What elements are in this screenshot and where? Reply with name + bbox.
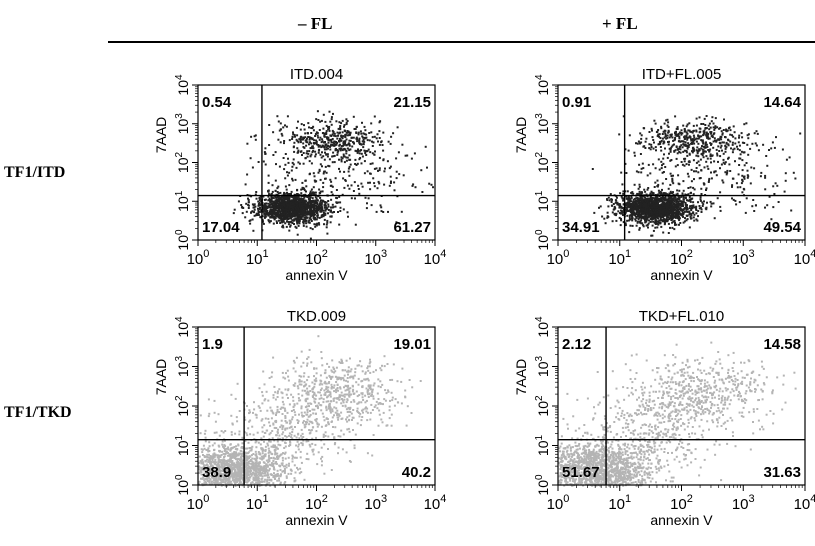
x-tick-label: 104 <box>794 248 815 268</box>
x-tick-label: 103 <box>732 493 755 513</box>
y-axis-label: 7AAD <box>153 117 169 154</box>
column-header-plus-fl: + FL <box>602 14 638 33</box>
y-tick-label: 104 <box>174 74 191 96</box>
x-tick-label: 102 <box>670 248 693 268</box>
y-tick-label: 101 <box>534 434 551 456</box>
x-tick-label: 101 <box>608 248 631 268</box>
x-tick-label: 104 <box>794 493 815 513</box>
quadrant-upper-left-value: 1.9 <box>202 336 223 353</box>
panel-title: ITD.004 <box>290 66 343 83</box>
y-axis-label: 7AAD <box>153 359 169 396</box>
panel-title: TKD.009 <box>287 308 346 325</box>
y-tick-label: 100 <box>174 229 191 251</box>
y-tick-label: 103 <box>534 355 551 377</box>
y-axis-label: 7AAD <box>513 117 529 154</box>
x-axis-label: annexin V <box>650 512 713 528</box>
x-axis-label: annexin V <box>650 267 713 283</box>
panel-4: TKD+FL.010100100101101102102103103104104… <box>513 308 815 528</box>
quadrant-lower-left-value: 17.04 <box>202 219 240 236</box>
x-tick-label: 103 <box>364 493 387 513</box>
x-tick-label: 101 <box>246 493 269 513</box>
x-axis-label: annexin V <box>285 512 348 528</box>
x-tick-label: 104 <box>424 493 447 513</box>
row-header-tkd: TF1/TKD <box>4 404 72 421</box>
x-tick-label: 103 <box>732 248 755 268</box>
quadrant-upper-right-value: 14.58 <box>763 336 801 353</box>
quadrant-upper-right-value: 21.15 <box>393 94 431 111</box>
column-header-minus-fl: – FL <box>298 14 333 33</box>
x-tick-label: 102 <box>305 248 328 268</box>
scatter-points <box>198 335 422 487</box>
x-tick-label: 101 <box>246 248 269 268</box>
quadrant-upper-right-value: 19.01 <box>393 336 431 353</box>
quadrant-lower-right-value: 49.54 <box>763 219 801 236</box>
x-tick-label: 102 <box>305 493 328 513</box>
y-tick-label: 103 <box>174 355 191 377</box>
quadrant-lower-right-value: 61.27 <box>393 219 431 236</box>
y-tick-label: 103 <box>534 113 551 135</box>
scatter-points <box>232 110 434 240</box>
quadrant-upper-right-value: 14.64 <box>763 94 801 111</box>
y-tick-label: 100 <box>534 474 551 496</box>
x-tick-label: 101 <box>608 493 631 513</box>
y-tick-label: 102 <box>174 395 191 417</box>
quadrant-lower-left-value: 38.9 <box>202 464 231 481</box>
quadrant-upper-left-value: 2.12 <box>562 336 591 353</box>
y-axis-label: 7AAD <box>513 359 529 396</box>
y-tick-label: 102 <box>534 395 551 417</box>
y-tick-label: 101 <box>534 190 551 212</box>
panel-title: TKD+FL.010 <box>639 308 724 325</box>
panel-title: ITD+FL.005 <box>642 66 722 83</box>
scatter-points <box>558 341 799 487</box>
y-tick-label: 104 <box>174 316 191 338</box>
quadrant-lower-right-value: 31.63 <box>763 464 801 481</box>
panel-1: ITD.004100100101101102102103103104104ann… <box>153 66 446 283</box>
header-rule <box>108 41 815 43</box>
quadrant-lower-left-value: 34.91 <box>562 219 600 236</box>
y-tick-label: 100 <box>174 474 191 496</box>
y-tick-label: 102 <box>534 151 551 173</box>
panel-3: TKD.009100100101101102102103103104104ann… <box>153 308 446 528</box>
y-tick-label: 101 <box>174 190 191 212</box>
x-axis-label: annexin V <box>285 267 348 283</box>
quadrant-lower-right-value: 40.2 <box>402 464 431 481</box>
y-tick-label: 100 <box>534 229 551 251</box>
y-tick-label: 101 <box>174 434 191 456</box>
y-tick-label: 104 <box>534 316 551 338</box>
panel-2: ITD+FL.005100100101101102102103103104104… <box>513 66 815 283</box>
y-tick-label: 104 <box>534 74 551 96</box>
x-tick-label: 103 <box>364 248 387 268</box>
quadrant-upper-left-value: 0.54 <box>202 94 232 111</box>
x-tick-label: 104 <box>424 248 447 268</box>
row-header-itd: TF1/ITD <box>4 164 66 181</box>
quadrant-lower-left-value: 51.67 <box>562 464 600 481</box>
y-tick-label: 102 <box>174 151 191 173</box>
y-tick-label: 103 <box>174 113 191 135</box>
x-tick-label: 102 <box>670 493 693 513</box>
quadrant-upper-left-value: 0.91 <box>562 94 591 111</box>
